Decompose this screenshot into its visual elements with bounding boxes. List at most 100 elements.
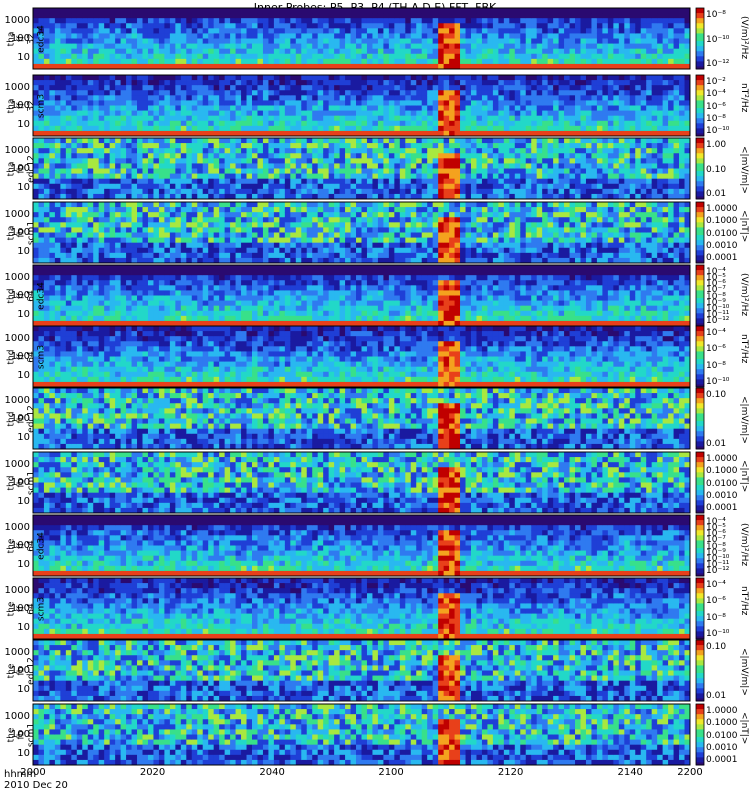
heat-cell [487,95,494,101]
heat-cell [509,18,516,24]
heat-cell [629,130,636,137]
colorbar-step [696,176,704,180]
heat-cell [65,207,72,213]
heat-cell [230,18,236,24]
heat-cell [531,143,538,149]
heat-cell [476,80,483,86]
heat-cell [585,100,592,106]
heat-cell [76,48,83,55]
heat-cell [65,90,72,96]
colorbar-step [696,41,704,45]
heat-cell [120,237,127,244]
heat-cell [82,90,89,96]
heat-cell [65,222,72,228]
heat-cell [356,183,362,190]
heat-cell [454,148,461,154]
heat-cell [449,80,455,86]
heat-cell [268,100,275,106]
heat-cell [372,18,379,24]
heat-cell [454,38,461,44]
heat-cell [295,33,302,39]
heat-cell [208,58,215,65]
heat-cell [591,130,598,137]
heat-cell [525,90,532,96]
heat-cell [673,28,680,34]
heat-cell [438,115,445,122]
heat-cell [328,120,335,127]
heat-cell [503,48,510,55]
heat-cell [328,48,335,55]
heat-cell [449,173,455,180]
heat-cell [651,48,658,55]
heat-cell [115,217,122,223]
heat-cell [460,158,466,164]
heat-cell [416,120,423,127]
heat-cell [684,130,691,137]
heat-cell [312,188,319,195]
heat-cell [109,257,116,264]
heat-cell [646,125,653,132]
heat-cell [230,80,236,86]
heat-cell [531,110,538,117]
heat-cell [262,90,269,96]
heat-cell [43,237,50,244]
heat-cell [82,148,89,154]
heat-cell [142,95,149,101]
heat-cell [142,58,149,65]
heat-cell [224,38,231,44]
heat-cell [481,120,488,127]
heat-cell [416,183,423,190]
heat-cell [596,100,603,106]
colorbar-step [696,20,704,24]
heat-cell [531,138,538,144]
heat-cell [596,138,603,144]
heat-cell [213,58,220,65]
heat-cell [449,130,455,137]
heat-cell [295,90,302,96]
heat-cell [180,110,187,117]
heat-cell [137,58,143,65]
heat-cell [109,237,116,244]
heat-cell [432,158,439,164]
heat-cell [262,148,269,154]
heat-cell [115,168,122,174]
heat-cell [33,100,39,106]
heat-cell [591,143,598,149]
heat-cell [498,48,505,55]
heat-cell [383,63,390,70]
heat-cell [471,178,477,185]
heat-cell [629,125,636,132]
heat-cell [279,38,286,44]
heat-cell [262,115,269,122]
heat-cell [366,143,373,149]
heat-cell [49,33,56,39]
heat-cell [98,95,105,101]
heat-cell [153,183,160,190]
heat-cell [82,48,89,55]
heat-cell [65,18,72,24]
heat-cell [175,105,182,111]
heat-cell [662,28,669,34]
heat-cell [640,53,647,60]
heat-cell [153,53,160,60]
colorbar-step [696,108,704,112]
heat-cell [427,143,434,149]
heat-cell [197,188,204,195]
heat-cell [334,130,341,137]
heat-cell [607,33,614,39]
heat-cell [525,115,532,122]
heat-cell [503,178,510,185]
heat-cell [580,38,587,44]
heat-cell [558,163,565,169]
heat-cell [471,63,477,70]
heat-cell [679,75,685,81]
heat-cell [405,158,412,164]
heat-cell [49,90,56,96]
heat-cell [492,183,499,190]
heat-cell [87,183,94,190]
heat-cell [213,13,220,19]
heat-cell [449,188,455,195]
heat-cell [120,148,127,154]
heat-cell [525,163,532,169]
heat-cell [657,13,664,19]
